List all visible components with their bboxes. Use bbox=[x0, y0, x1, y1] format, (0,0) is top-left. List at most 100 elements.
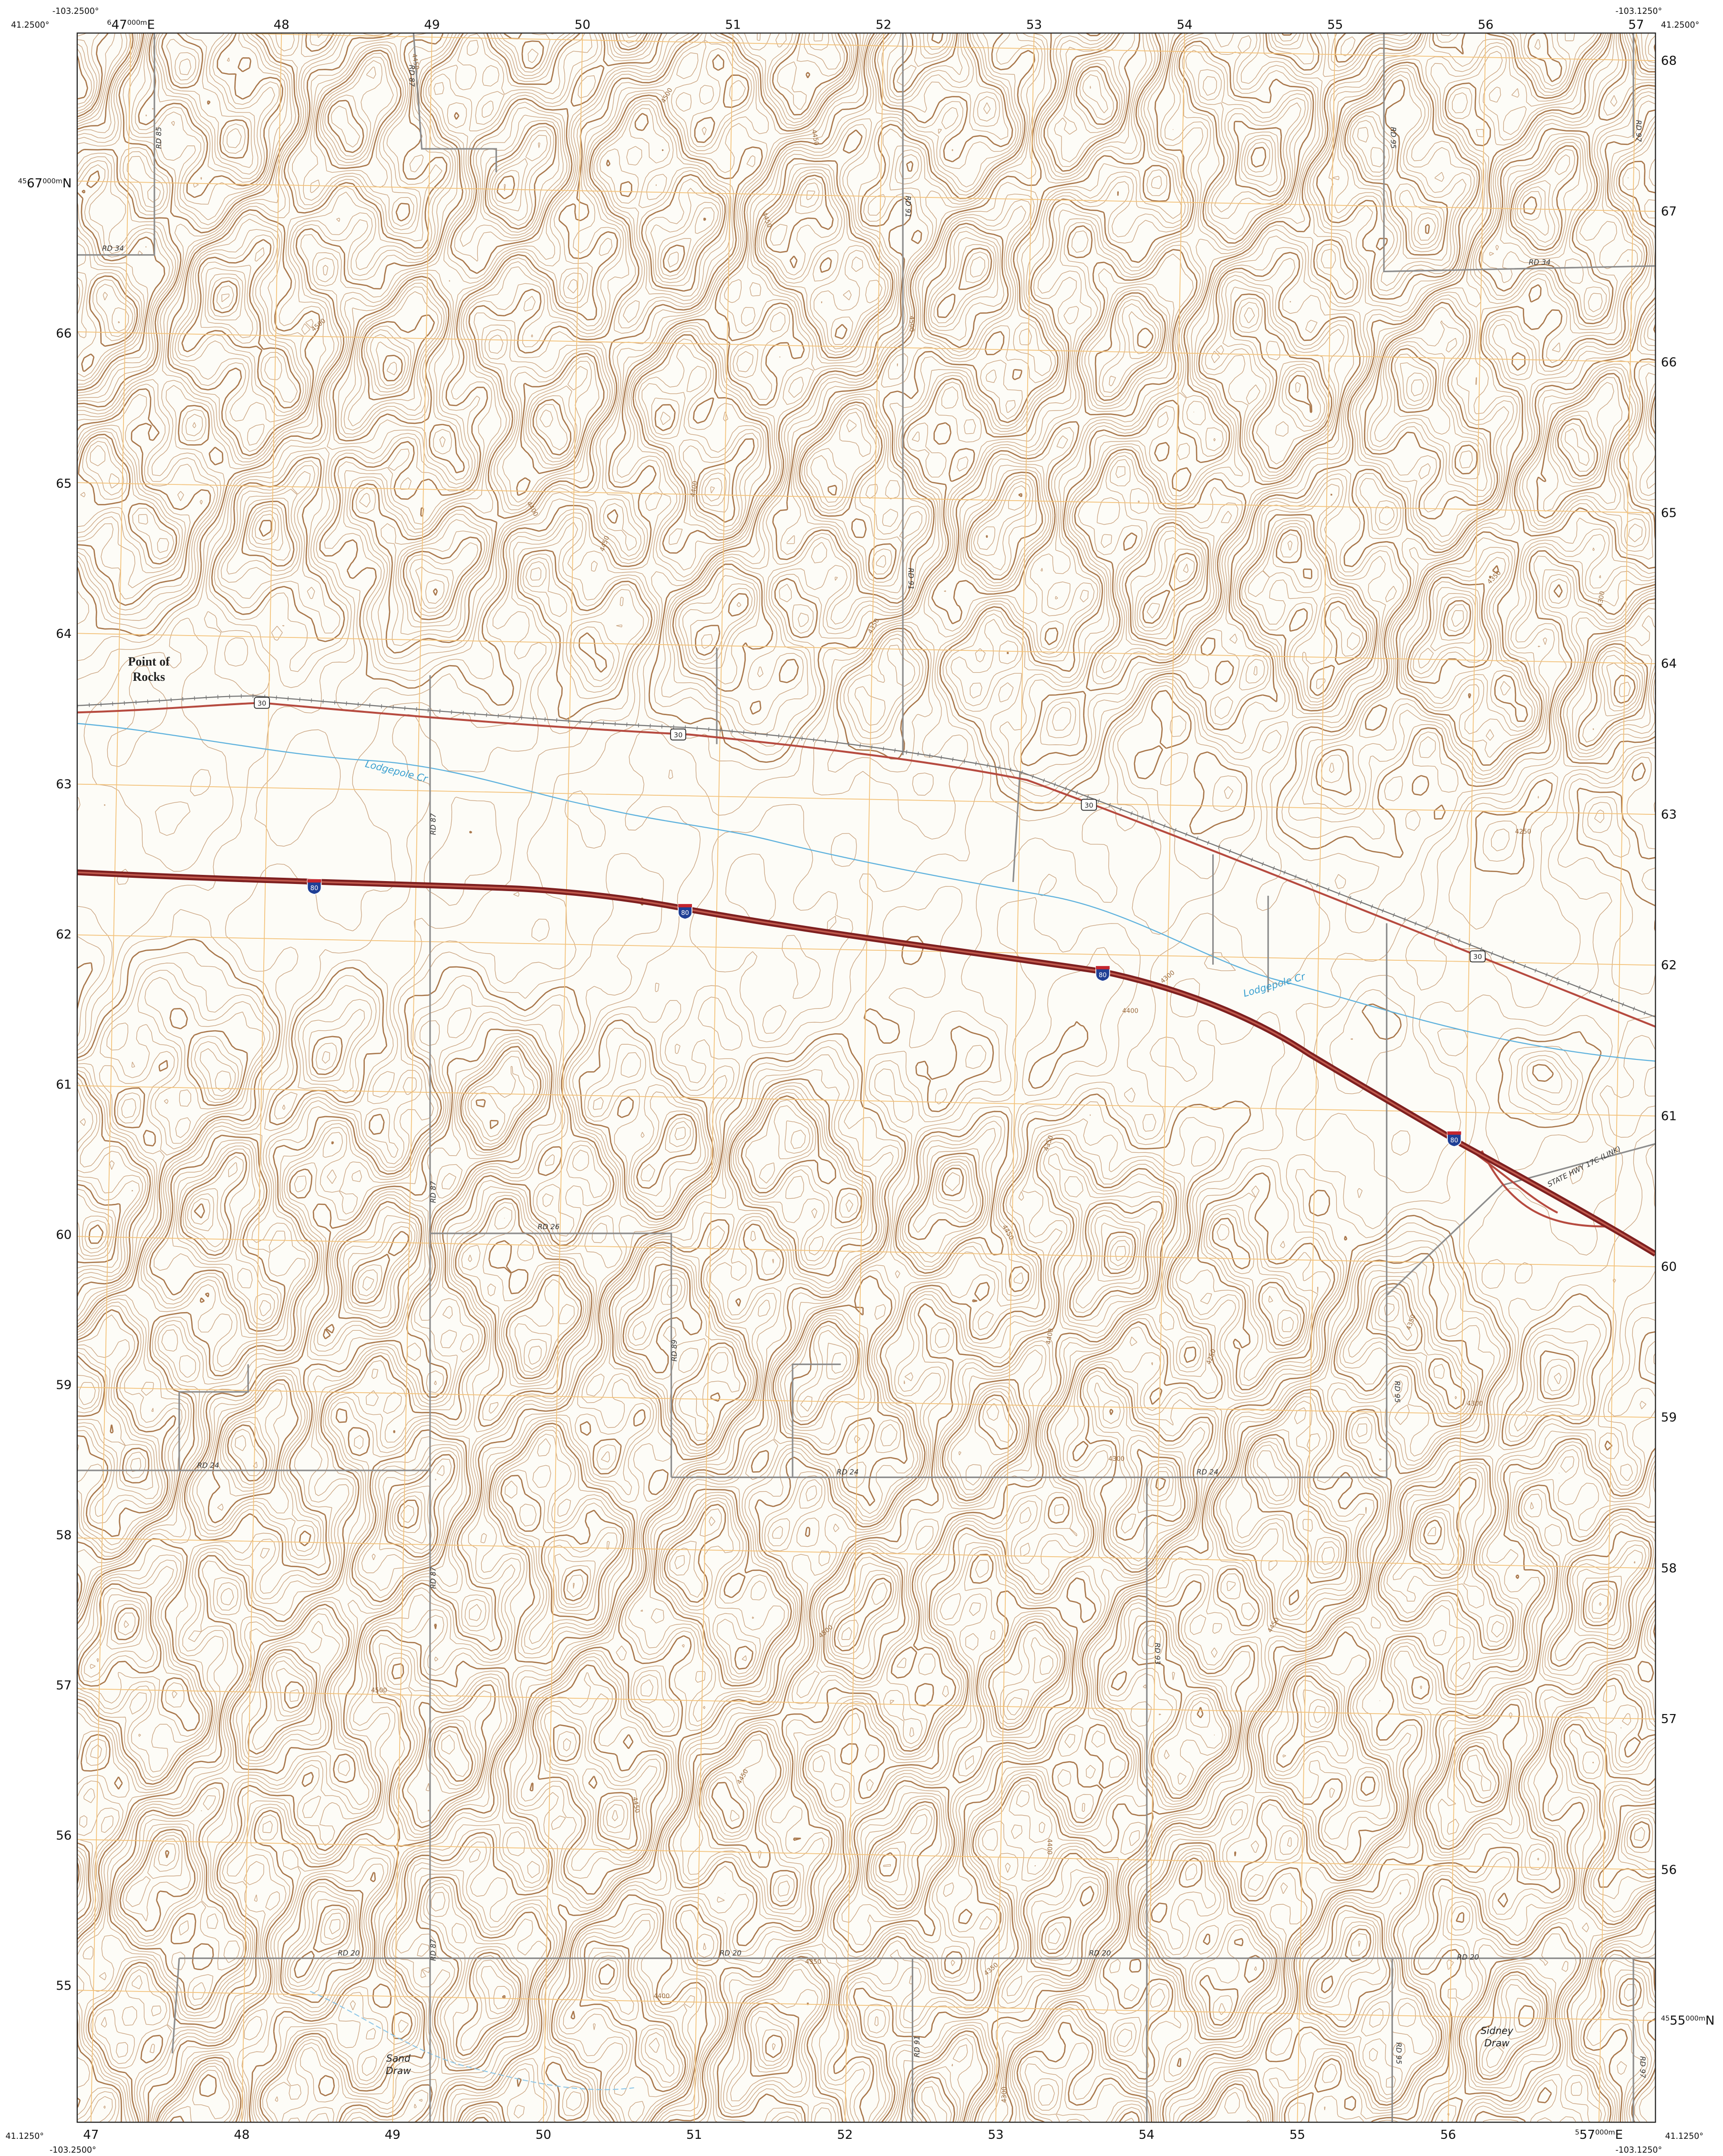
interstate-shield-band bbox=[308, 879, 321, 883]
grid-label: 55 bbox=[1290, 2128, 1305, 2142]
grid-label-prefix: 45 bbox=[18, 177, 27, 185]
grid-label-unit: 000m bbox=[1685, 2015, 1705, 2023]
road-label: RD 24 bbox=[837, 1468, 859, 1477]
corner-label: 41.1250° bbox=[6, 2132, 44, 2141]
road-label: RD 34 bbox=[1529, 258, 1551, 267]
place-label-line: Sand bbox=[386, 2053, 411, 2064]
contour-label: 4500 bbox=[908, 316, 915, 332]
grid-label-prefix: 5 bbox=[1575, 2129, 1579, 2136]
road-label: RD 95 bbox=[1389, 127, 1397, 149]
grid-label: 55 bbox=[1327, 18, 1343, 32]
grid-label: 48 bbox=[234, 2128, 249, 2142]
grid-label: 57 bbox=[1661, 1712, 1677, 1726]
grid-label: 4567000mN bbox=[18, 176, 72, 191]
interstate-shield-band bbox=[1447, 1131, 1461, 1135]
road-label: RD 26 bbox=[537, 1222, 559, 1231]
grid-label: 557000mE bbox=[1575, 2128, 1623, 2142]
corner-label: 41.1250° bbox=[1665, 2132, 1703, 2141]
us-route-number: 30 bbox=[1084, 802, 1093, 810]
road-label: RD 95 bbox=[1394, 2043, 1403, 2064]
contour-label: 4500 bbox=[371, 1687, 387, 1694]
grid-label: 53 bbox=[988, 2128, 1003, 2142]
grid-label: 58 bbox=[56, 1529, 72, 1543]
grid-label: 66 bbox=[1661, 355, 1677, 370]
road-label: RD 20 bbox=[1089, 1949, 1111, 1957]
grid-label: 51 bbox=[725, 18, 741, 32]
grid-label: 4555000mN bbox=[1661, 2014, 1715, 2028]
grid-label: 56 bbox=[1661, 1863, 1677, 1877]
grid-label: 54 bbox=[1139, 2128, 1155, 2142]
grid-label: 62 bbox=[56, 927, 72, 942]
grid-label: 51 bbox=[686, 2128, 702, 2142]
grid-label-axis: E bbox=[1615, 2128, 1623, 2142]
grid-label: 54 bbox=[1176, 18, 1192, 32]
road-label: RD 20 bbox=[1457, 1953, 1479, 1961]
grid-label-main: 47 bbox=[112, 18, 127, 32]
place-label: Sidney Draw bbox=[1481, 2025, 1514, 2049]
contour-label: 4350 bbox=[805, 1959, 821, 1966]
interstate-shield-band bbox=[678, 904, 692, 907]
grid-label: 52 bbox=[876, 18, 891, 32]
road-label: RD 95 bbox=[1393, 1381, 1402, 1403]
corner-label: -103.2500° bbox=[50, 2146, 96, 2155]
road-label: RD 89 bbox=[670, 1340, 679, 1362]
interstate-number: 80 bbox=[310, 885, 319, 892]
corner-label: -103.2500° bbox=[52, 7, 99, 16]
contour-label: 4400 bbox=[1046, 1838, 1053, 1855]
us-route-number: 30 bbox=[674, 731, 682, 739]
grid-label: 58 bbox=[1661, 1561, 1677, 1576]
place-label-line: Rocks bbox=[133, 670, 165, 684]
road-label: RD 87 bbox=[429, 1567, 437, 1589]
grid-label: 63 bbox=[1661, 808, 1677, 822]
road-label: RD 87 bbox=[429, 1939, 437, 1961]
grid-label: 647000mE bbox=[107, 18, 155, 32]
place-label: Sand Draw bbox=[386, 2053, 411, 2076]
contour-label: 4300 bbox=[1001, 2086, 1008, 2103]
road-label: RD 91 bbox=[913, 2035, 921, 2057]
grid-label: 68 bbox=[1661, 54, 1677, 68]
interstate-shield-band bbox=[1096, 966, 1110, 969]
road-label: RD 97 bbox=[1639, 2056, 1647, 2078]
road-label: RD 85 bbox=[155, 127, 163, 149]
grid-label-unit: 000m bbox=[42, 177, 62, 185]
grid-label: 55 bbox=[56, 1979, 72, 1993]
grid-label: 50 bbox=[575, 18, 590, 32]
grid-label: 64 bbox=[1661, 657, 1677, 671]
grid-label: 66 bbox=[56, 327, 72, 341]
contour-label: 4400 bbox=[653, 1993, 670, 2000]
road-label: RD 97 bbox=[1634, 120, 1643, 142]
road-label: RD 91 bbox=[907, 568, 915, 590]
grid-label-prefix: 45 bbox=[1661, 2015, 1670, 2023]
road-label: RD 20 bbox=[720, 1949, 742, 1957]
grid-label: 59 bbox=[56, 1378, 72, 1393]
contour-label: 4300 bbox=[1108, 1456, 1125, 1463]
grid-label: 57 bbox=[1628, 18, 1644, 32]
contour-label: 4400 bbox=[1122, 1007, 1138, 1015]
place-label-line: Sidney bbox=[1481, 2025, 1514, 2036]
grid-label-axis: E bbox=[147, 18, 155, 32]
road-label: RD 93 bbox=[1153, 1643, 1162, 1665]
road-label: RD 34 bbox=[102, 244, 124, 253]
grid-label-main: 55 bbox=[1670, 2014, 1685, 2028]
grid-label: 49 bbox=[424, 18, 440, 32]
place-label-line: Point of bbox=[128, 655, 170, 668]
grid-label: 61 bbox=[56, 1078, 72, 1092]
grid-label: 60 bbox=[1661, 1260, 1677, 1274]
grid-label: 56 bbox=[1478, 18, 1494, 32]
grid-label: 67 bbox=[1661, 205, 1677, 219]
grid-label: 53 bbox=[1026, 18, 1042, 32]
corner-label: 41.2500° bbox=[11, 21, 49, 30]
grid-label-axis: N bbox=[1705, 2014, 1714, 2028]
grid-label: 56 bbox=[1440, 2128, 1456, 2142]
grid-label-main: 57 bbox=[1579, 2128, 1595, 2142]
corner-label: -103.1250° bbox=[1616, 7, 1662, 16]
road-label: RD 24 bbox=[1197, 1468, 1218, 1477]
grid-label: 65 bbox=[56, 477, 72, 491]
place-label-line: Draw bbox=[386, 2065, 411, 2076]
grid-label: 61 bbox=[1661, 1109, 1677, 1123]
grid-label: 49 bbox=[385, 2128, 401, 2142]
grid-label: 59 bbox=[1661, 1411, 1677, 1425]
us-route-number: 30 bbox=[258, 700, 266, 708]
contour-label: 4300 bbox=[1467, 1400, 1483, 1407]
